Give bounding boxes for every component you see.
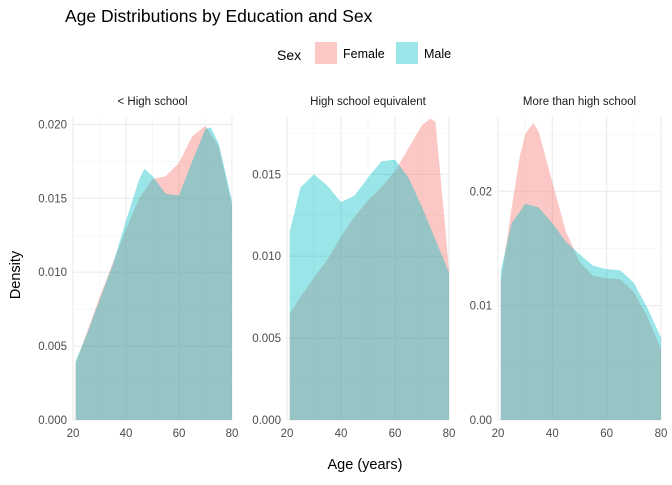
x-tick-label: 20 xyxy=(67,428,80,440)
legend: Sex Female Male xyxy=(277,42,451,64)
density-area-female xyxy=(75,125,233,421)
gridlines xyxy=(286,117,450,421)
y-tick-label: 0.010 xyxy=(252,251,281,263)
y-axis-label: Density xyxy=(8,250,24,299)
x-tick-label: 20 xyxy=(492,428,505,440)
chart-title: Age Distributions by Education and Sex xyxy=(65,6,373,26)
y-tick-label: 0.005 xyxy=(38,341,67,353)
facet-panel-2: High school equivalent 0.000 0.005 0.010 0.0… xyxy=(252,96,455,440)
y-tick-label: 0.015 xyxy=(38,193,67,205)
legend-label-male: Male xyxy=(424,47,451,61)
facet-title: < High school xyxy=(118,96,188,108)
legend-title: Sex xyxy=(277,47,301,63)
density-area-male xyxy=(75,127,233,420)
y-tick-label: 0.02 xyxy=(470,186,492,198)
y-tick-label: 0.005 xyxy=(252,333,281,345)
x-tick-label: 60 xyxy=(600,428,613,440)
legend-label-female: Female xyxy=(343,47,385,61)
legend-swatch-female xyxy=(315,42,337,64)
x-tick-label: 60 xyxy=(173,428,186,440)
x-tick-label: 40 xyxy=(120,428,133,440)
facet-title: High school equivalent xyxy=(310,96,427,108)
x-tick-label: 20 xyxy=(281,428,294,440)
facet-title: More than high school xyxy=(523,96,636,108)
gridlines xyxy=(497,117,662,421)
density-area-male xyxy=(500,203,661,420)
x-tick-label: 40 xyxy=(335,428,348,440)
y-tick-label: 0.000 xyxy=(252,415,281,427)
density-area-male xyxy=(289,159,449,420)
density-area-female xyxy=(289,118,449,420)
x-tick-label: 60 xyxy=(389,428,402,440)
y-tick-label: 0.020 xyxy=(38,119,67,131)
density-area-female xyxy=(500,122,661,420)
gridlines xyxy=(72,117,233,421)
x-tick-label: 80 xyxy=(226,428,239,440)
x-tick-label: 40 xyxy=(546,428,559,440)
facet-panel-1: < High school 0.000 0.005 0.010 0.015 0.020 20… xyxy=(38,96,238,440)
facet-panel-3: More than high school 0.00 0.01 0.02 20 40 60 8… xyxy=(470,96,668,440)
x-axis-label: Age (years) xyxy=(328,457,403,473)
y-tick-label: 0.010 xyxy=(38,267,67,279)
y-tick-label: 0.000 xyxy=(38,415,67,427)
x-tick-label: 80 xyxy=(655,428,668,440)
y-tick-label: 0.01 xyxy=(470,301,492,313)
y-tick-label: 0.00 xyxy=(470,415,492,427)
legend-swatch-male xyxy=(396,42,418,64)
x-tick-label: 80 xyxy=(443,428,456,440)
y-tick-label: 0.015 xyxy=(252,169,281,181)
